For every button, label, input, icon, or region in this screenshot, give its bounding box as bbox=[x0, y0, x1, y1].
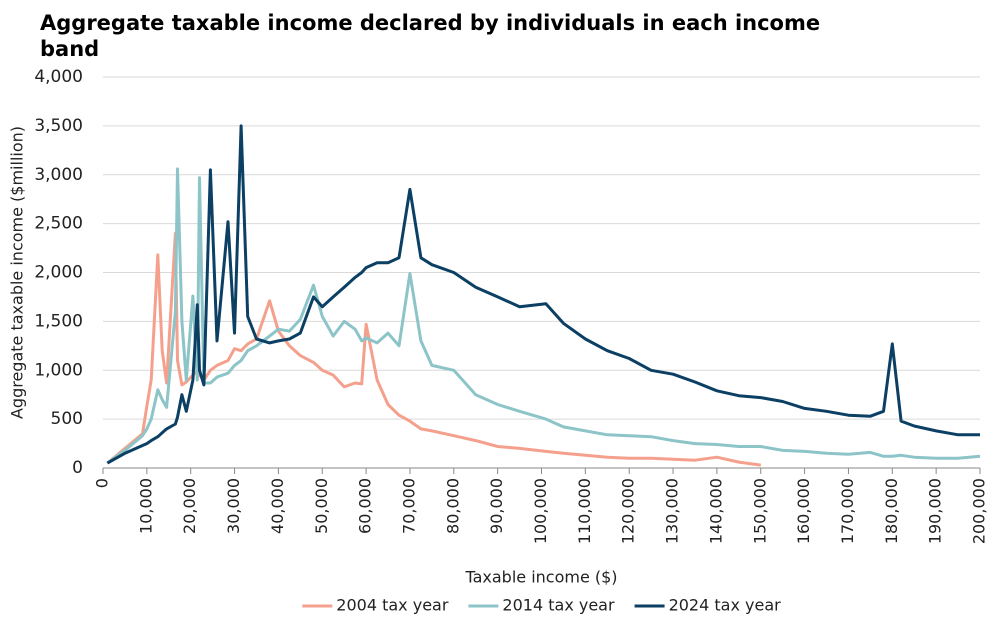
y-tick-label: 2,000 bbox=[34, 263, 83, 283]
y-tick-label: 3,500 bbox=[34, 116, 83, 136]
chart-title: Aggregate taxable income declared by ind… bbox=[40, 11, 821, 61]
x-tick-label: 170,000 bbox=[838, 478, 857, 544]
x-tick-label: 110,000 bbox=[575, 478, 594, 544]
series-line bbox=[106, 231, 762, 467]
x-tick-label: 20,000 bbox=[180, 478, 199, 534]
y-tick-label: 4,000 bbox=[34, 67, 83, 87]
legend-label: 2024 tax year bbox=[669, 596, 782, 615]
legend-item: 2024 tax year bbox=[634, 596, 782, 615]
series-line bbox=[106, 124, 980, 465]
x-tick-label: 100,000 bbox=[531, 478, 550, 544]
x-tick-label: 80,000 bbox=[443, 478, 462, 534]
y-tick-label: 1,500 bbox=[34, 311, 83, 331]
x-tick-label: 160,000 bbox=[794, 478, 813, 544]
x-tick-label: 70,000 bbox=[399, 478, 418, 534]
x-tick-label: 50,000 bbox=[312, 478, 331, 534]
x-tick-label: 150,000 bbox=[750, 478, 769, 544]
x-tick-label: 0 bbox=[93, 478, 112, 488]
y-tick-label: 500 bbox=[51, 409, 83, 429]
legend-item: 2014 tax year bbox=[468, 596, 615, 615]
x-tick-label: 130,000 bbox=[663, 478, 682, 544]
x-tick-label: 190,000 bbox=[926, 478, 945, 544]
y-tick-label: 3,000 bbox=[34, 165, 83, 185]
x-tick-label: 10,000 bbox=[136, 478, 155, 534]
x-tick-label: 90,000 bbox=[487, 478, 506, 534]
legend: 2004 tax year 2014 tax year 2024 tax year bbox=[302, 596, 781, 615]
x-tick-label: 120,000 bbox=[619, 478, 638, 544]
x-tick-label: 140,000 bbox=[706, 478, 725, 544]
legend-label: 2014 tax year bbox=[502, 596, 615, 615]
series-line bbox=[106, 167, 981, 465]
x-tick-label: 200,000 bbox=[970, 478, 989, 544]
y-axis-title: Aggregate taxable income ($million) bbox=[8, 126, 27, 419]
x-tick-label: 60,000 bbox=[356, 478, 375, 534]
x-tick-label: 30,000 bbox=[224, 478, 243, 534]
x-tick-label: 180,000 bbox=[882, 478, 901, 544]
legend-label: 2004 tax year bbox=[336, 596, 449, 615]
legend-item: 2004 tax year bbox=[302, 596, 449, 615]
y-tick-label: 1,000 bbox=[34, 360, 83, 380]
y-tick-label: 0 bbox=[72, 458, 83, 478]
x-axis-title: Taxable income ($) bbox=[464, 568, 617, 587]
y-tick-label: 2,500 bbox=[34, 214, 83, 234]
x-tick-label: 40,000 bbox=[268, 478, 287, 534]
